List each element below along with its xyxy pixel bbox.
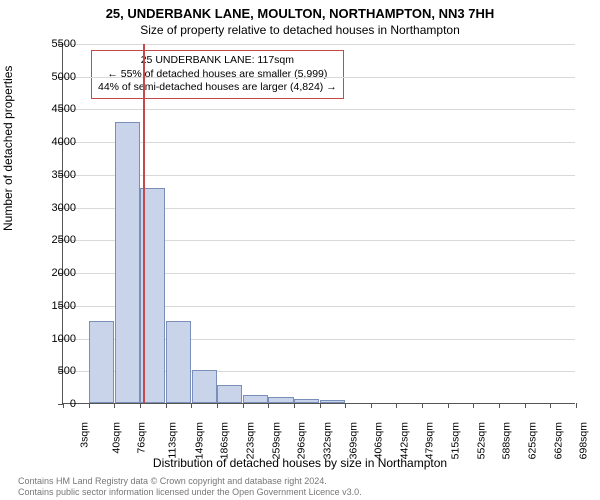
x-tick-label: 296sqm bbox=[296, 422, 308, 459]
grid-line bbox=[63, 175, 575, 176]
footer-credits: Contains HM Land Registry data © Crown c… bbox=[18, 476, 362, 499]
histogram-bar bbox=[320, 400, 345, 403]
annotation-line3: 44% of semi-detached houses are larger (… bbox=[98, 81, 337, 95]
histogram-bar bbox=[243, 395, 268, 404]
annotation-box: 25 UNDERBANK LANE: 117sqm ← 55% of detac… bbox=[91, 50, 344, 99]
footer-line2: Contains public sector information licen… bbox=[18, 487, 362, 498]
y-axis-label: Number of detached properties bbox=[1, 66, 15, 231]
grid-line bbox=[63, 77, 575, 78]
x-tick-mark bbox=[320, 403, 321, 408]
chart-subtitle: Size of property relative to detached ho… bbox=[0, 21, 600, 37]
x-tick-label: 515sqm bbox=[449, 422, 461, 459]
y-tick-label: 4000 bbox=[20, 136, 80, 148]
x-tick-mark bbox=[448, 403, 449, 408]
chart-title: 25, UNDERBANK LANE, MOULTON, NORTHAMPTON… bbox=[0, 0, 600, 21]
x-tick-label: 149sqm bbox=[193, 422, 205, 459]
x-tick-label: 3sqm bbox=[79, 422, 91, 448]
x-tick-mark bbox=[114, 403, 115, 408]
x-tick-label: 40sqm bbox=[110, 422, 122, 454]
x-tick-mark bbox=[576, 403, 577, 408]
y-tick-label: 3000 bbox=[20, 202, 80, 214]
x-tick-label: 698sqm bbox=[578, 422, 590, 459]
y-tick-label: 1000 bbox=[20, 333, 80, 345]
x-tick-mark bbox=[473, 403, 474, 408]
y-tick-label: 1500 bbox=[20, 300, 80, 312]
x-tick-label: 442sqm bbox=[398, 422, 410, 459]
x-tick-label: 479sqm bbox=[424, 422, 436, 459]
x-tick-label: 332sqm bbox=[321, 422, 333, 459]
x-tick-mark bbox=[166, 403, 167, 408]
x-tick-mark bbox=[268, 403, 269, 408]
x-tick-mark bbox=[371, 403, 372, 408]
x-tick-label: 223sqm bbox=[244, 422, 256, 459]
plot-area: 25 UNDERBANK LANE: 117sqm ← 55% of detac… bbox=[62, 44, 575, 404]
x-tick-label: 259sqm bbox=[270, 422, 282, 459]
x-tick-label: 625sqm bbox=[526, 422, 538, 459]
x-tick-mark bbox=[140, 403, 141, 408]
x-tick-label: 76sqm bbox=[136, 422, 148, 454]
y-tick-label: 3500 bbox=[20, 169, 80, 181]
grid-line bbox=[63, 109, 575, 110]
annotation-line2: ← 55% of detached houses are smaller (5,… bbox=[98, 68, 337, 82]
histogram-bar bbox=[115, 122, 140, 403]
y-tick-label: 5000 bbox=[20, 71, 80, 83]
y-tick-label: 4500 bbox=[20, 103, 80, 115]
grid-line bbox=[63, 142, 575, 143]
x-tick-label: 369sqm bbox=[347, 422, 359, 459]
x-tick-label: 588sqm bbox=[501, 422, 513, 459]
x-tick-mark bbox=[191, 403, 192, 408]
x-tick-label: 186sqm bbox=[219, 422, 231, 459]
grid-line bbox=[63, 44, 575, 45]
x-tick-label: 406sqm bbox=[373, 422, 385, 459]
histogram-bar bbox=[89, 321, 114, 403]
histogram-bar bbox=[166, 321, 191, 403]
x-tick-mark bbox=[89, 403, 90, 408]
x-tick-label: 113sqm bbox=[167, 422, 179, 459]
annotation-line1: 25 UNDERBANK LANE: 117sqm bbox=[98, 54, 337, 68]
histogram-bar bbox=[294, 399, 319, 403]
x-tick-mark bbox=[422, 403, 423, 408]
y-tick-label: 2500 bbox=[20, 234, 80, 246]
x-tick-mark bbox=[294, 403, 295, 408]
histogram-bar bbox=[268, 397, 293, 403]
footer-line1: Contains HM Land Registry data © Crown c… bbox=[18, 476, 362, 487]
y-tick-label: 500 bbox=[20, 365, 80, 377]
x-tick-mark bbox=[243, 403, 244, 408]
property-marker-line bbox=[143, 44, 145, 403]
x-tick-mark bbox=[499, 403, 500, 408]
x-tick-mark bbox=[550, 403, 551, 408]
y-tick-label: 0 bbox=[20, 398, 80, 410]
x-tick-mark bbox=[396, 403, 397, 408]
histogram-bar bbox=[217, 385, 242, 403]
histogram-bar bbox=[192, 370, 217, 403]
x-tick-label: 662sqm bbox=[552, 422, 564, 459]
x-tick-mark bbox=[217, 403, 218, 408]
y-tick-label: 5500 bbox=[20, 38, 80, 50]
x-tick-label: 552sqm bbox=[475, 422, 487, 459]
x-tick-mark bbox=[525, 403, 526, 408]
y-tick-label: 2000 bbox=[20, 267, 80, 279]
x-tick-mark bbox=[345, 403, 346, 408]
